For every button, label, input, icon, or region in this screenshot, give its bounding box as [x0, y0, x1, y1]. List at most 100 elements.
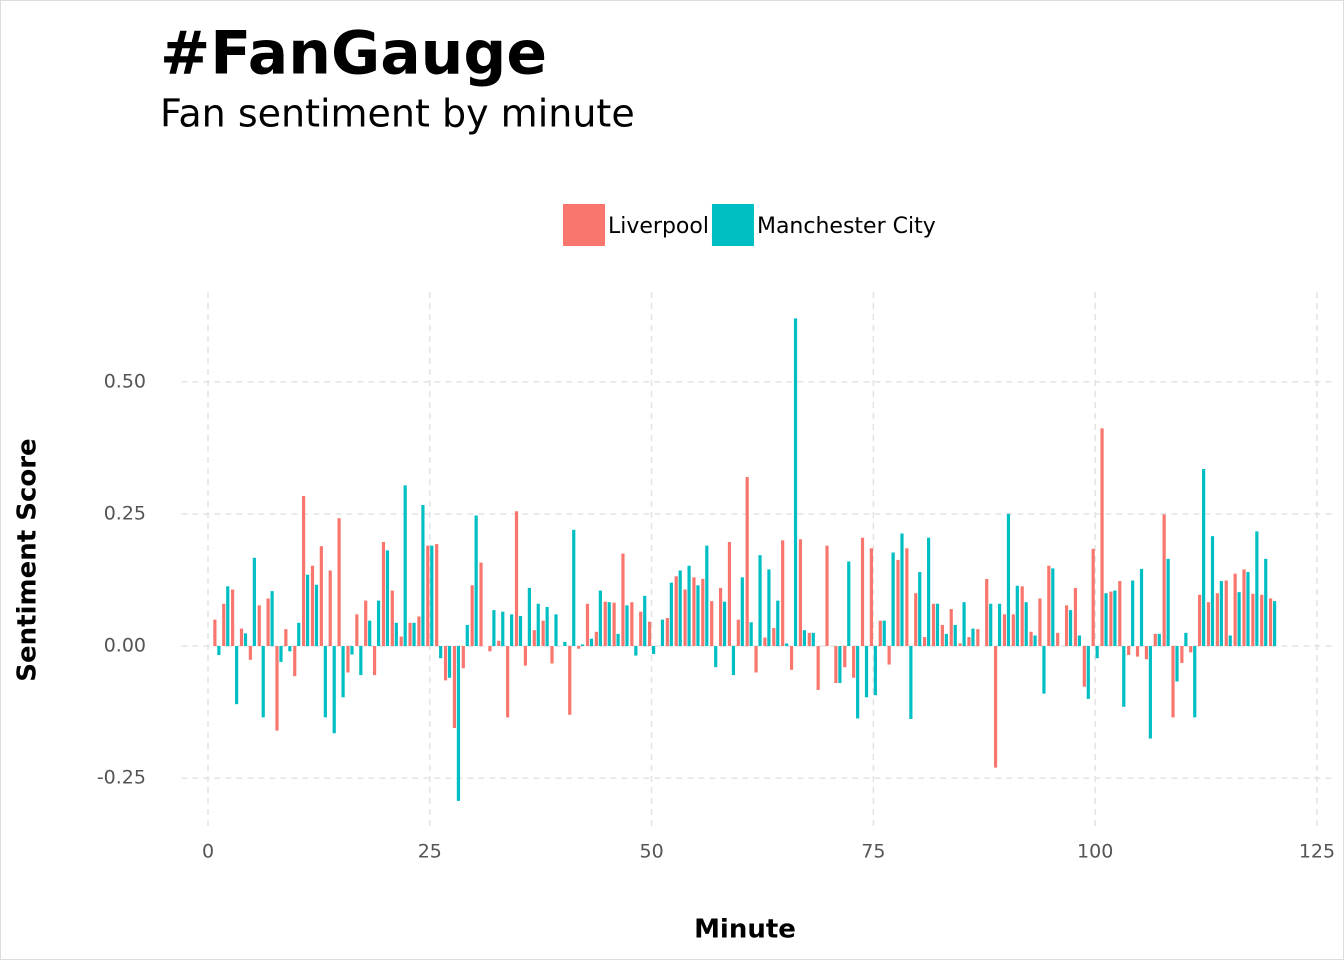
bar — [1113, 590, 1117, 647]
bar — [501, 611, 505, 647]
bar — [403, 485, 407, 647]
bar — [772, 628, 776, 647]
y-tick-label: 0.25 — [104, 502, 146, 524]
bar — [479, 562, 483, 647]
bar — [749, 622, 753, 647]
bar — [266, 598, 270, 647]
bar — [603, 601, 607, 647]
bar — [257, 605, 261, 647]
bar — [1127, 646, 1131, 656]
bar — [598, 590, 602, 647]
bar — [949, 609, 953, 647]
bar — [918, 572, 922, 647]
bar — [727, 541, 732, 647]
bar — [385, 550, 390, 647]
bar — [1219, 581, 1223, 647]
bar — [669, 582, 673, 647]
legend-swatch — [711, 204, 754, 246]
bar — [1233, 573, 1237, 647]
bar — [710, 601, 714, 647]
bar — [1122, 646, 1126, 707]
bar — [736, 619, 740, 647]
bar — [314, 584, 319, 647]
bar — [1242, 569, 1246, 647]
bar — [914, 593, 918, 647]
bar — [439, 646, 443, 659]
bar — [1237, 592, 1241, 647]
bar — [811, 632, 815, 647]
bar — [310, 565, 315, 647]
legend-label: Manchester City — [757, 214, 936, 239]
bar — [665, 618, 669, 647]
bar — [935, 603, 940, 647]
bar — [589, 638, 594, 647]
bar — [293, 646, 297, 677]
bar — [1272, 601, 1277, 647]
bar — [1246, 572, 1250, 647]
bar — [651, 646, 656, 654]
bar — [399, 636, 403, 647]
bar — [270, 591, 274, 647]
bar — [825, 545, 829, 647]
bar — [288, 646, 292, 652]
bar — [1175, 646, 1179, 682]
bar — [630, 602, 634, 647]
bar — [306, 574, 310, 647]
bar — [1198, 594, 1202, 647]
bar — [328, 570, 332, 647]
bar — [838, 646, 842, 684]
bar — [1228, 635, 1232, 647]
bar — [514, 511, 519, 647]
bar — [758, 555, 762, 647]
bar — [1042, 646, 1046, 694]
bar — [1215, 593, 1219, 647]
bar — [896, 559, 900, 647]
bar — [953, 624, 957, 647]
bar — [541, 620, 545, 647]
bar — [1157, 633, 1161, 647]
bar — [776, 600, 780, 647]
bar — [350, 646, 354, 655]
bar — [678, 570, 682, 647]
bar — [793, 318, 798, 647]
bar — [923, 637, 927, 647]
bar — [731, 646, 736, 676]
bar — [621, 553, 625, 647]
bar — [1011, 614, 1015, 647]
bar — [1056, 632, 1060, 647]
bar — [625, 605, 629, 647]
bar — [364, 600, 368, 647]
bar — [860, 537, 865, 647]
bar — [927, 537, 931, 647]
bar — [1166, 558, 1170, 647]
x-tick-label: 0 — [202, 841, 214, 863]
bar — [864, 646, 869, 698]
bar — [235, 646, 239, 705]
bar — [394, 622, 398, 647]
y-axis-title: Sentiment Score — [13, 438, 43, 681]
bar — [740, 577, 744, 647]
bar — [802, 630, 806, 647]
bar — [971, 628, 975, 647]
bar — [474, 515, 478, 647]
bar — [518, 615, 523, 647]
bar — [1206, 602, 1211, 647]
bar — [376, 600, 381, 647]
bar — [1118, 581, 1122, 647]
bar — [1148, 646, 1152, 739]
bar — [607, 602, 611, 647]
bar — [1144, 646, 1148, 660]
bar — [1020, 586, 1024, 647]
bar — [962, 602, 966, 647]
bar — [1033, 635, 1037, 647]
bar — [527, 587, 531, 647]
bar — [461, 646, 465, 669]
bar — [408, 622, 412, 647]
bar — [1202, 469, 1206, 647]
bar — [426, 545, 430, 647]
bar — [443, 646, 448, 681]
x-tick-label: 75 — [861, 841, 885, 863]
bar — [781, 540, 785, 647]
bar — [390, 590, 394, 647]
bar — [1091, 548, 1095, 647]
